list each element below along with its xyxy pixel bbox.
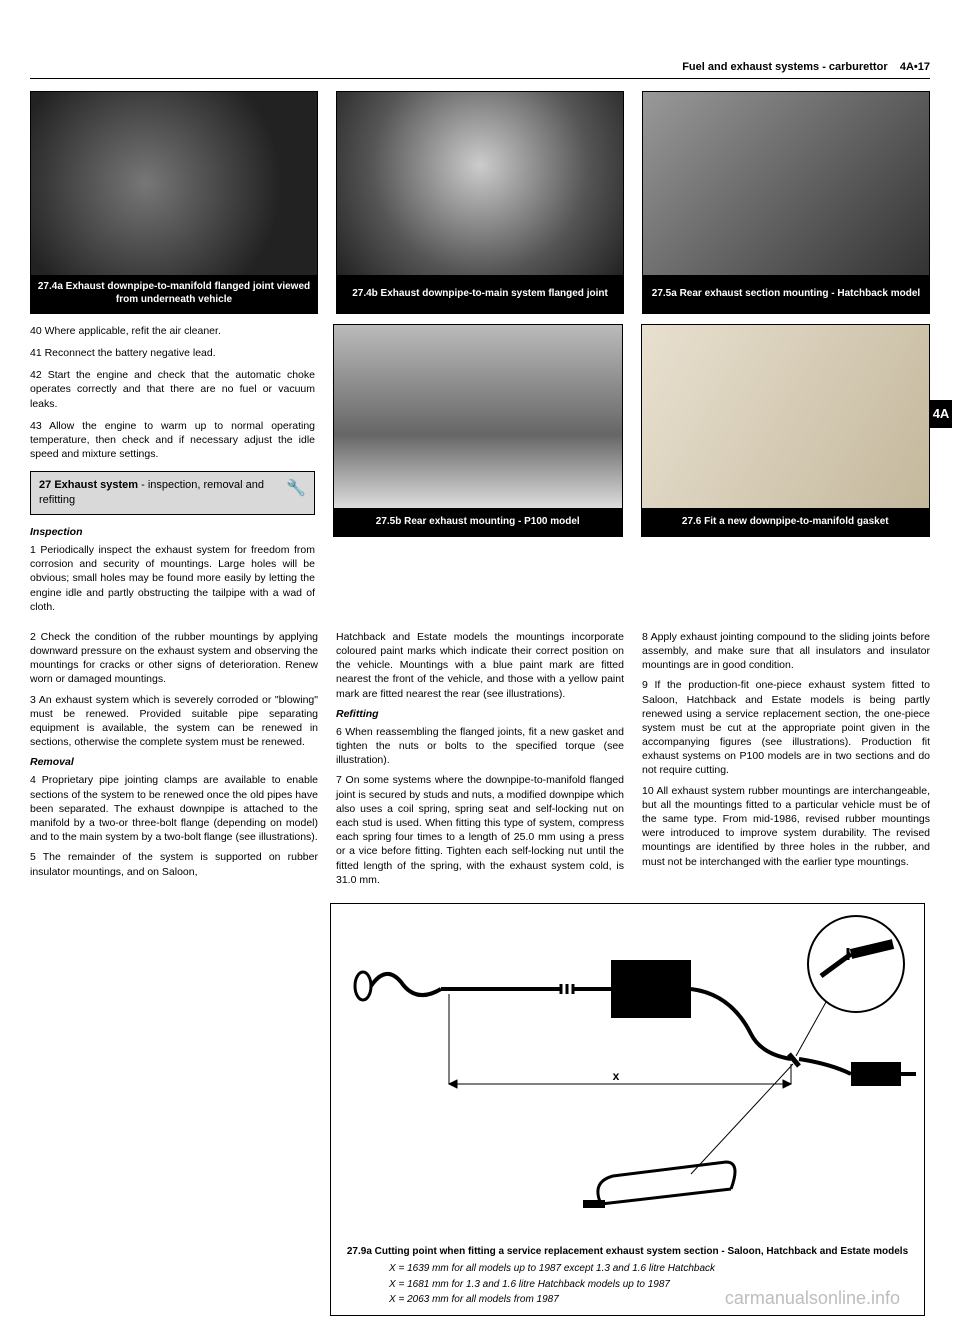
page-header: Fuel and exhaust systems - carburettor 4… — [30, 60, 930, 75]
figure-27-9a-line-2: X = 1681 mm for 1.3 and 1.6 litre Hatchb… — [339, 1278, 916, 1292]
figure-27-5a-image — [642, 91, 930, 276]
figure-27-9a-caption-block: 27.9a Cutting point when fitting a servi… — [331, 1239, 924, 1315]
para-27-1: 1 Periodically inspect the exhaust syste… — [30, 543, 315, 614]
removal-subhead: Removal — [30, 755, 318, 769]
para-41: 41 Reconnect the battery negative lead. — [30, 346, 315, 360]
figure-row-top: 27.4a Exhaust downpipe-to-manifold flang… — [30, 91, 930, 314]
figure-27-9a-line-1: X = 1639 mm for all models up to 1987 ex… — [339, 1262, 916, 1276]
para-42: 42 Start the engine and check that the a… — [30, 368, 315, 411]
chapter-side-tab: 4A — [930, 400, 952, 428]
spanner-icon: 🔧 — [286, 478, 306, 500]
figure-27-4b: 27.4b Exhaust downpipe-to-main system fl… — [336, 91, 624, 314]
figure-27-9a-svg-wrap: x — [331, 904, 924, 1239]
para-27-10: 10 All exhaust system rubber mountings a… — [642, 784, 930, 869]
para-27-3: 3 An exhaust system which is severely co… — [30, 693, 318, 750]
figure-27-4b-caption: 27.4b Exhaust downpipe-to-main system fl… — [336, 276, 624, 314]
body-col-1: 2 Check the condition of the rubber moun… — [30, 630, 318, 893]
hacksaw-icon — [583, 1064, 793, 1208]
figure-27-5a: 27.5a Rear exhaust section mounting - Ha… — [642, 91, 930, 314]
exhaust-diagram-svg: x — [331, 904, 926, 1239]
para-27-2: 2 Check the condition of the rubber moun… — [30, 630, 318, 687]
body-col-3: 8 Apply exhaust jointing compound to the… — [642, 630, 930, 893]
figure-27-4a-image — [30, 91, 318, 276]
para-27-9: 9 If the production-fit one-piece exhaus… — [642, 678, 930, 777]
section-27-number: 27 — [39, 479, 51, 491]
figure-27-9a-caption: 27.9a Cutting point when fitting a servi… — [339, 1245, 916, 1259]
figure-27-5a-caption: 27.5a Rear exhaust section mounting - Ha… — [642, 276, 930, 314]
figure-27-5b-caption: 27.5b Rear exhaust mounting - P100 model — [333, 509, 623, 537]
para-27-5b: Hatchback and Estate models the mounting… — [336, 630, 624, 701]
figure-27-9a-line-3: X = 2063 mm for all models from 1987 — [339, 1293, 916, 1307]
body-col-2: Hatchback and Estate models the mounting… — [336, 630, 624, 893]
header-right: Fuel and exhaust systems - carburettor 4… — [682, 60, 930, 75]
page-container: Fuel and exhaust systems - carburettor 4… — [30, 60, 930, 1316]
inspection-subhead: Inspection — [30, 525, 315, 539]
left-text-column: 40 Where applicable, refit the air clean… — [30, 324, 315, 622]
para-27-7: 7 On some systems where the downpipe-to-… — [336, 773, 624, 886]
figure-27-5b-image — [333, 324, 623, 509]
body-text-columns: 2 Check the condition of the rubber moun… — [30, 630, 930, 893]
figure-row-mid: 27.5b Rear exhaust mounting - P100 model… — [333, 324, 930, 622]
dimension-x-label: x — [613, 1069, 620, 1083]
detail-inset — [796, 916, 904, 1056]
header-rule — [30, 78, 930, 79]
figure-27-4a: 27.4a Exhaust downpipe-to-manifold flang… — [30, 91, 318, 314]
refitting-subhead: Refitting — [336, 707, 624, 721]
section-27-title: Exhaust system — [54, 479, 138, 491]
figure-27-9a: x — [330, 903, 930, 1316]
header-pageref: 4A•17 — [900, 61, 930, 73]
para-27-8: 8 Apply exhaust jointing compound to the… — [642, 630, 930, 673]
figure-27-4a-caption: 27.4a Exhaust downpipe-to-manifold flang… — [30, 276, 318, 314]
mid-row: 40 Where applicable, refit the air clean… — [30, 324, 930, 622]
section-27-heading: 🔧 27 Exhaust system - inspection, remova… — [30, 471, 315, 515]
para-27-4: 4 Proprietary pipe jointing clamps are a… — [30, 773, 318, 844]
para-27-6: 6 When reassembling the flanged joints, … — [336, 725, 624, 768]
figure-27-6-caption: 27.6 Fit a new downpipe-to-manifold gask… — [641, 509, 931, 537]
header-title: Fuel and exhaust systems - carburettor — [682, 61, 887, 73]
para-43: 43 Allow the engine to warm up to normal… — [30, 419, 315, 462]
figure-27-6: 27.6 Fit a new downpipe-to-manifold gask… — [641, 324, 931, 622]
figure-27-4b-image — [336, 91, 624, 276]
figure-27-5b: 27.5b Rear exhaust mounting - P100 model — [333, 324, 623, 622]
figure-27-9a-box: x — [330, 903, 925, 1316]
figure-27-6-image — [641, 324, 931, 509]
para-27-5a: 5 The remainder of the system is support… — [30, 850, 318, 878]
para-40: 40 Where applicable, refit the air clean… — [30, 324, 315, 338]
